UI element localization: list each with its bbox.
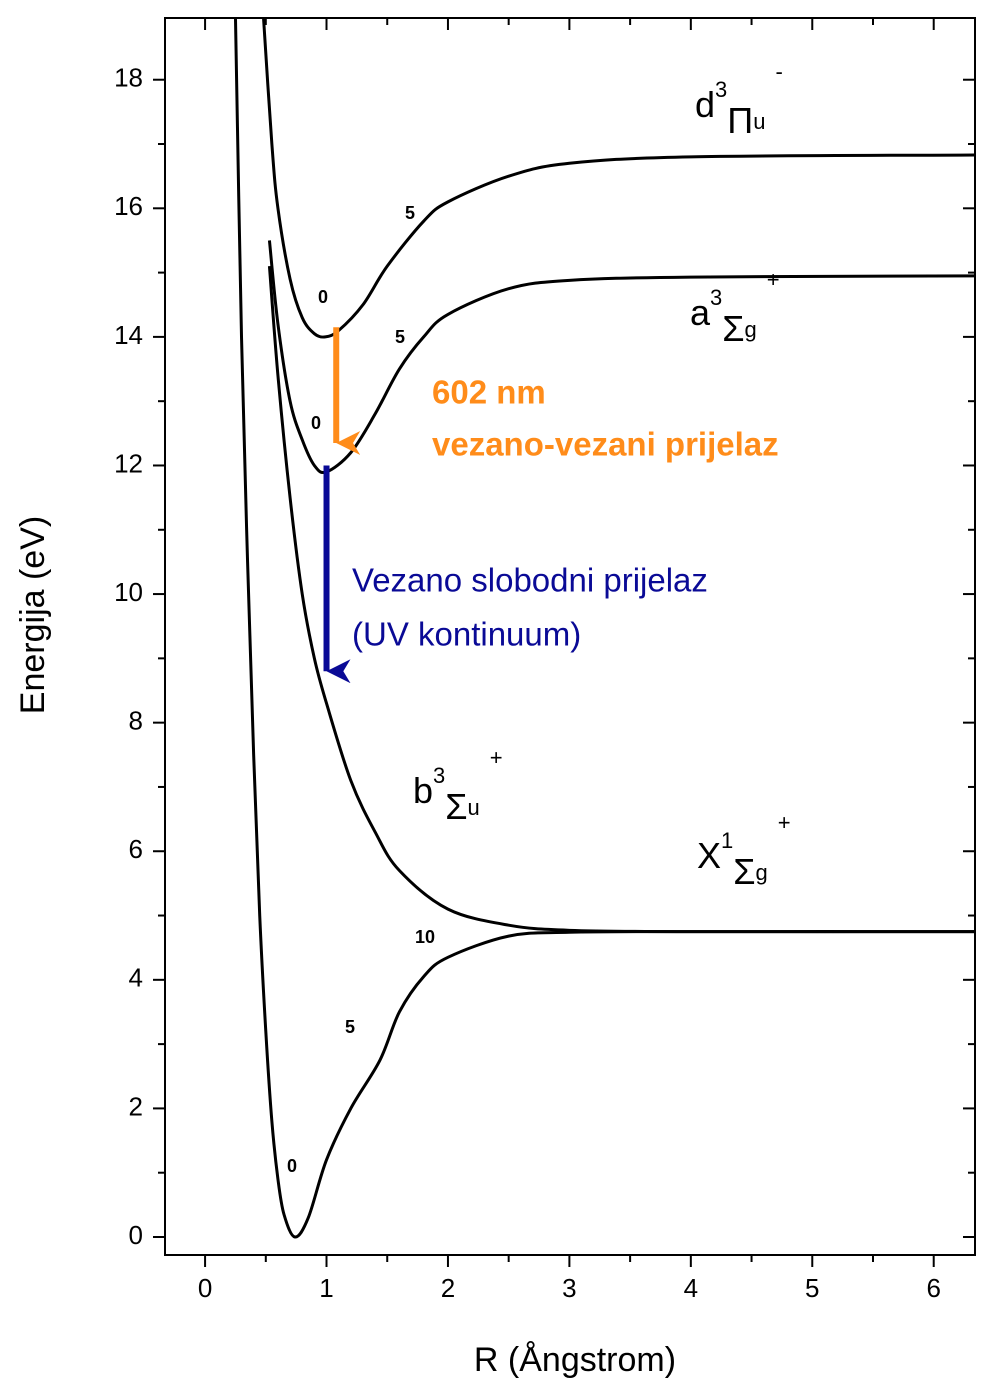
y-tick-label: 0 [129,1220,143,1250]
x-tick-label: 2 [441,1273,455,1303]
state-label-part: - [776,59,783,84]
annotation: Vezano slobodni prijelaz [352,562,708,599]
state-label-part: 3 [715,77,727,102]
y-tick-label: 6 [129,834,143,864]
annotation: 10 [415,927,435,947]
annotation: 0 [311,413,321,433]
state-label-part: + [778,810,791,835]
state-label-part: 1 [721,828,733,853]
curve [267,266,975,934]
state-label-part: g [745,317,757,342]
state-label-part: X [697,835,721,876]
state-label-part: u [753,109,765,134]
annotation: 0 [318,287,328,307]
y-tick-label: 2 [129,1091,143,1121]
x-tick-label: 3 [562,1273,576,1303]
state-label-part: Σ [445,786,467,827]
curves [233,18,975,1239]
curve [267,240,975,475]
x-tick-label: 5 [805,1273,819,1303]
annotation: 5 [345,1017,355,1037]
y-tick-label: 16 [114,191,143,221]
annotation: vezano-vezani prijelaz [432,426,779,463]
state-label-part: Π [727,100,753,141]
curve [262,18,975,339]
annotation: 5 [395,327,405,347]
y-tick-label: 18 [114,63,143,93]
state-label-part: + [767,267,780,292]
state-label: b3Σu + [413,745,503,827]
state-label-part: b [413,770,433,811]
x-tick-label: 0 [198,1273,212,1303]
state-label-part: Σ [722,308,744,349]
x-tick-label: 6 [926,1273,940,1303]
annotation: (UV kontinuum) [352,616,581,653]
y-tick-label: 12 [114,448,143,478]
y-tick-label: 8 [129,706,143,736]
x-axis-label: R (Ångstrom) [474,1341,676,1379]
annotation: 602 nm [432,374,546,411]
curve [233,18,975,1239]
y-tick-label: 4 [129,963,143,993]
annotation: 5 [405,203,415,223]
state-label: a3Σg + [690,267,780,349]
state-label-part: + [490,745,503,770]
state-label-part: 3 [710,285,722,310]
state-label-part: g [756,860,768,885]
state-label-part: u [468,795,480,820]
y-axis-label: Energija (eV) [14,516,52,714]
state-label: X1Σg + [697,810,791,892]
state-label-part: 3 [433,763,445,788]
x-tick-label: 1 [319,1273,333,1303]
state-label: d3Πu- [695,59,783,141]
annotation: 0 [287,1156,297,1176]
state-label-part: d [695,84,715,125]
y-tick-label: 14 [114,320,143,350]
y-tick-label: 10 [114,577,143,607]
state-label-part: a [690,292,711,333]
state-label-part: Σ [733,851,755,892]
x-tick-label: 4 [684,1273,698,1303]
